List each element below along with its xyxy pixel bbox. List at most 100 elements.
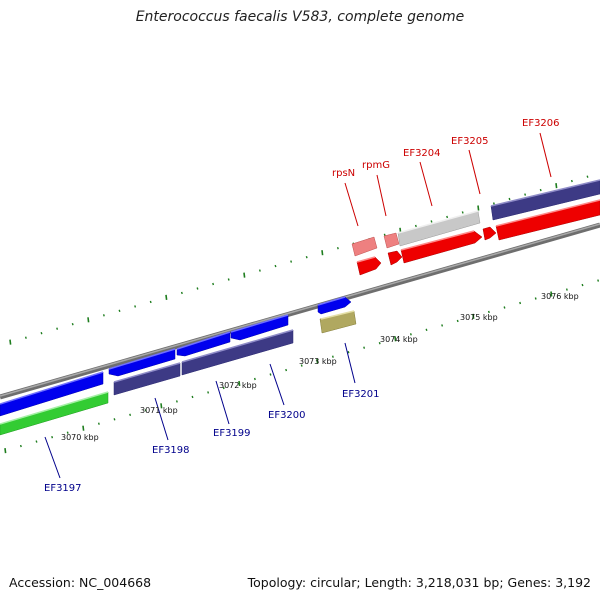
scale-label-3076: 3076 kbp — [541, 292, 579, 301]
tick-mark — [430, 220, 433, 223]
tick-mark — [269, 373, 272, 376]
tick-mark — [285, 368, 288, 372]
tick-mark — [383, 233, 386, 237]
tick-mark — [409, 333, 412, 336]
olive-gene-highlight — [320, 310, 355, 320]
tick-mark — [472, 313, 475, 319]
scale-label-3075: 3075 kbp — [460, 313, 498, 322]
red-gene-highlight — [356, 199, 600, 263]
tick-mark — [51, 435, 54, 439]
leader-ef3199 — [215, 380, 230, 425]
leader-ef3200 — [269, 363, 285, 406]
gene-label-rpsn[interactable]: rpsN — [332, 168, 355, 179]
tick-mark — [565, 288, 568, 291]
tick-mark — [290, 260, 293, 263]
upper-genes — [351, 179, 600, 276]
gene-label-ef3204[interactable]: EF3204 — [403, 148, 441, 159]
tick-mark — [19, 444, 22, 448]
tick-mark — [555, 183, 558, 189]
gene-rpsn-pink[interactable] — [351, 236, 378, 257]
tick-mark — [56, 327, 59, 330]
gene-rpmg-red[interactable] — [387, 250, 403, 266]
gene-label-ef3205[interactable]: EF3205 — [451, 136, 489, 147]
tick-mark — [477, 205, 480, 211]
tick-mark — [4, 448, 7, 454]
tick-mark — [144, 409, 147, 412]
gene-ef3205-red[interactable] — [482, 226, 497, 241]
leader-ef3204 — [419, 161, 433, 207]
tick-mark — [160, 403, 163, 409]
scale-label-3072: 3072 kbp — [219, 381, 257, 390]
gene-rpsn-red[interactable] — [356, 256, 382, 276]
tick-mark — [243, 272, 246, 278]
tick-mark — [102, 314, 105, 317]
purple-top-highlight — [490, 179, 600, 207]
tick-mark — [446, 215, 449, 219]
tick-mark — [539, 188, 542, 192]
tick-mark — [492, 202, 495, 205]
tick-mark — [441, 324, 444, 327]
leader-ef3198 — [154, 397, 169, 441]
backbone — [0, 222, 600, 400]
tick-mark — [331, 355, 334, 358]
tick-mark — [134, 305, 137, 308]
tick-mark — [196, 287, 199, 290]
tick-mark — [461, 211, 464, 214]
tick-mark — [66, 431, 69, 434]
tick-mark — [363, 346, 366, 349]
tick-mark — [456, 319, 459, 323]
purple-gene-highlight — [113, 329, 294, 383]
tick-mark — [378, 341, 381, 345]
tick-mark — [253, 377, 256, 381]
tick-mark — [425, 328, 428, 332]
tick-mark — [394, 336, 397, 342]
tick-mark — [274, 264, 277, 268]
tick-mark — [570, 179, 573, 183]
accession-text: Accession: NC_004668 — [9, 575, 152, 590]
tick-mark — [191, 395, 194, 399]
grey-gene-highlight — [397, 210, 479, 234]
tick-mark — [336, 246, 339, 250]
leader-rpmg — [376, 174, 387, 217]
tick-mark — [222, 386, 225, 390]
leader-ef3205 — [468, 149, 481, 195]
gene-label-ef3201[interactable]: EF3201 — [342, 389, 380, 400]
topology-text: Topology: circular; Length: 3,218,031 bp… — [247, 575, 591, 590]
tick-mark — [71, 322, 74, 326]
gene-label-ef3206[interactable]: EF3206 — [522, 118, 560, 129]
gene-rpmg-pink[interactable] — [383, 232, 400, 249]
tick-mark — [238, 380, 241, 387]
scale-label-3071: 3071 kbp — [140, 406, 178, 415]
gene-label-rpmg[interactable]: rpmG — [362, 160, 390, 171]
scale-label-3073: 3073 kbp — [299, 357, 337, 366]
leader-rpsn — [344, 182, 359, 227]
tick-mark — [321, 250, 324, 256]
gene-label-ef3198[interactable]: EF3198 — [152, 445, 190, 456]
tick-mark — [300, 364, 303, 367]
leader-lines — [44, 132, 552, 479]
gene-label-ef3200[interactable]: EF3200 — [268, 410, 306, 421]
tick-mark — [550, 291, 553, 297]
tick-mark — [40, 331, 43, 335]
tick-mark — [129, 413, 132, 417]
scale-label-3070: 3070 kbp — [61, 433, 99, 442]
tick-mark — [316, 358, 319, 364]
tick-mark — [347, 350, 350, 354]
tick-mark — [180, 291, 183, 295]
tick-mark — [113, 418, 116, 421]
green-gene-highlight — [0, 391, 109, 425]
tick-mark — [118, 309, 121, 313]
gene-label-ef3199[interactable]: EF3199 — [213, 428, 251, 439]
leader-ef3201 — [344, 342, 356, 384]
gene-labels: EF3197 EF3198 EF3199 EF3200 EF3201 rpsN … — [44, 118, 560, 494]
tick-mark — [524, 193, 527, 196]
scale-label-3074: 3074 kbp — [380, 335, 418, 344]
gene-label-ef3197[interactable]: EF3197 — [44, 483, 82, 494]
tick-mark — [258, 269, 261, 272]
tick-mark — [149, 300, 152, 304]
tick-mark — [165, 294, 168, 300]
tick-mark — [534, 297, 537, 300]
tick-marks — [4, 175, 600, 454]
tick-mark — [414, 224, 417, 228]
